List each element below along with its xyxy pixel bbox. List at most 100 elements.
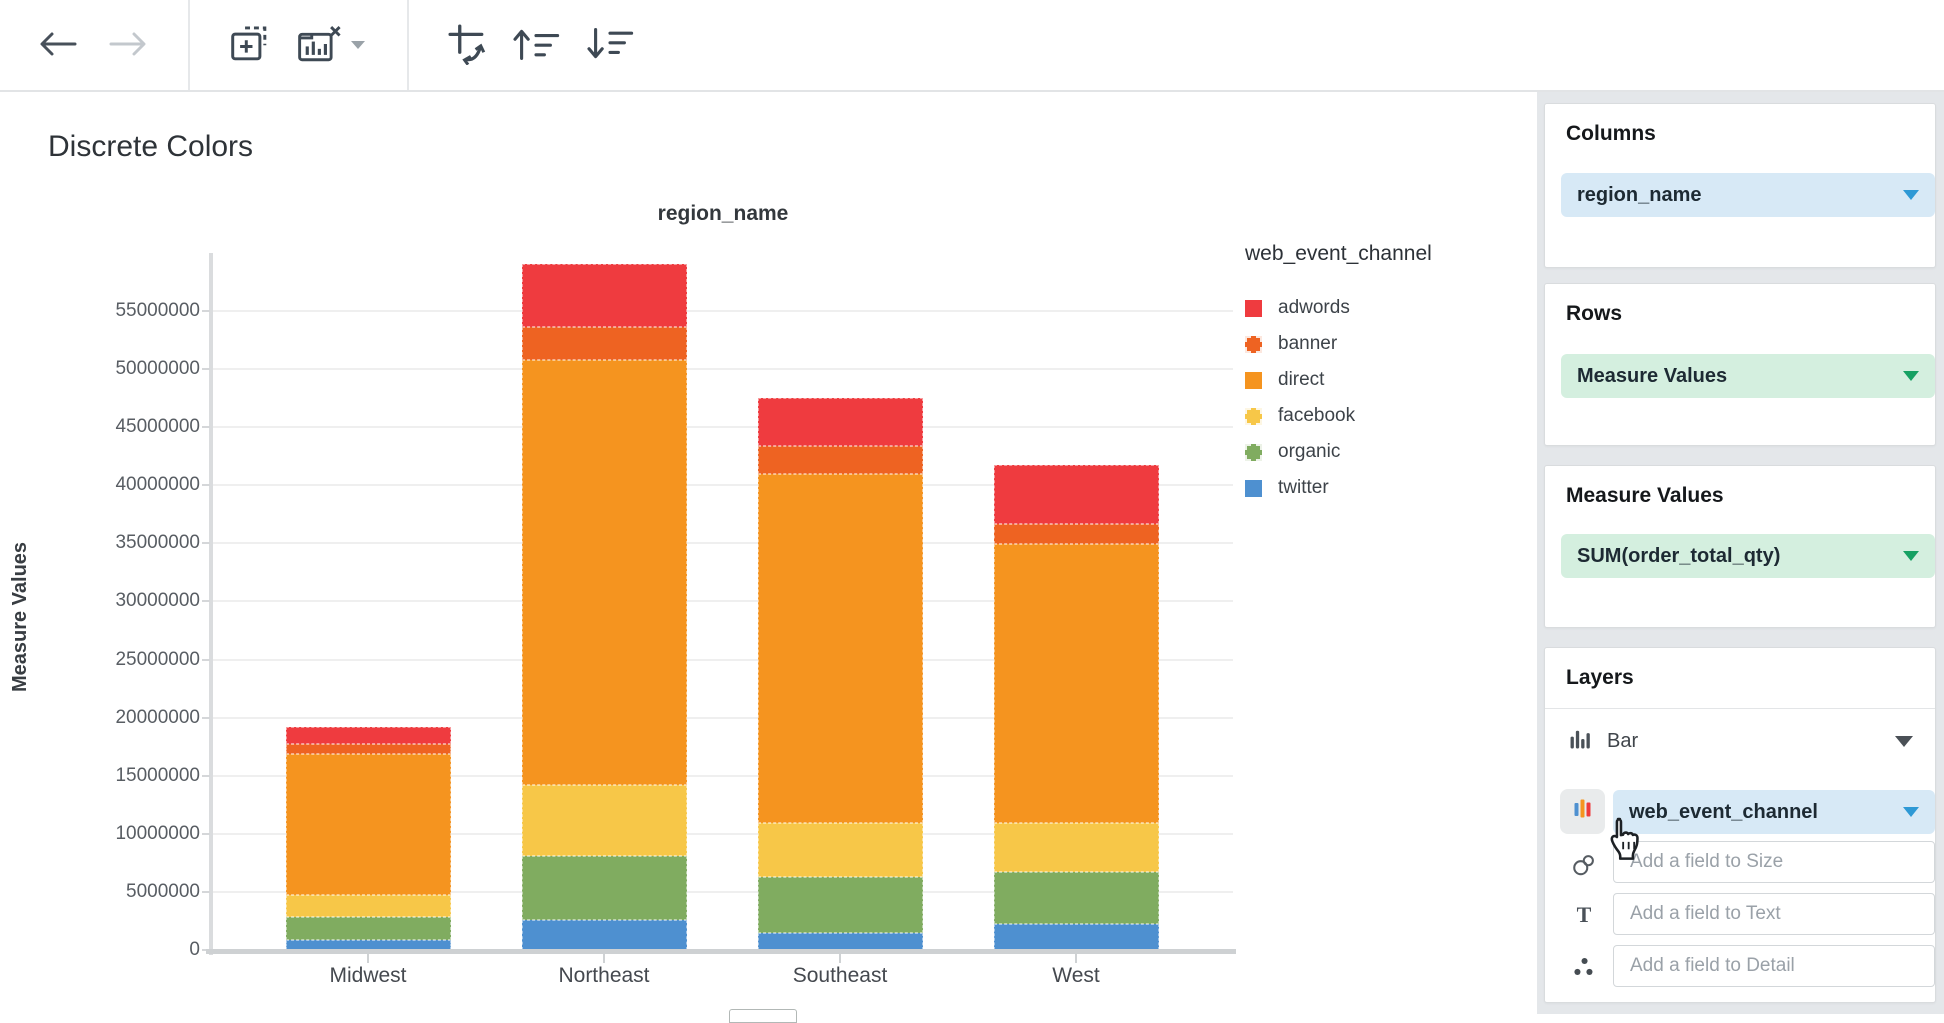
- bar-segment-facebook-west[interactable]: [993, 823, 1159, 873]
- columns-card: Columns region_name: [1544, 103, 1936, 268]
- rows-header: Rows: [1566, 302, 1623, 325]
- y-tick-label: 45000000: [115, 416, 200, 438]
- bar-segment-facebook-midwest[interactable]: [285, 895, 451, 918]
- y-tick-mark: [202, 309, 210, 312]
- legend-label: direct: [1278, 369, 1325, 390]
- legend-label: banner: [1278, 333, 1338, 354]
- divider: [1545, 708, 1935, 709]
- gridline: [213, 716, 1233, 719]
- settings-panel: Columns region_name Rows Measure Values …: [1537, 92, 1944, 1014]
- add-chart-icon: [229, 24, 271, 69]
- bar-segment-direct-northeast[interactable]: [521, 359, 687, 785]
- bar-segment-organic-west[interactable]: [993, 872, 1159, 925]
- legend-item-direct[interactable]: direct: [1245, 362, 1432, 398]
- bar-segment-banner-midwest[interactable]: [285, 744, 451, 754]
- y-tick-mark: [202, 600, 210, 603]
- chart-title: Discrete Colors: [48, 130, 254, 163]
- bar-segment-organic-southeast[interactable]: [757, 876, 923, 933]
- bar-segment-adwords-west[interactable]: [993, 465, 1159, 524]
- gridline: [213, 542, 1233, 545]
- color-role-button[interactable]: [1560, 789, 1605, 834]
- bar-segment-direct-southeast[interactable]: [757, 473, 923, 824]
- y-tick-mark: [202, 658, 210, 661]
- sort-ascending-icon: [512, 26, 560, 67]
- x-axis-title: region_name: [657, 202, 789, 225]
- bar-segment-banner-southeast[interactable]: [757, 445, 923, 474]
- svg-text:T: T: [1577, 903, 1592, 927]
- chevron-down-icon: [1903, 551, 1919, 561]
- add-chart-button[interactable]: [222, 18, 278, 74]
- back-button[interactable]: [30, 18, 86, 74]
- y-tick-label: 15000000: [115, 764, 200, 786]
- bar-segment-direct-midwest[interactable]: [285, 753, 451, 896]
- legend-title: web_event_channel: [1245, 242, 1432, 265]
- columns-header: Columns: [1566, 122, 1656, 145]
- chevron-down-icon: [1903, 371, 1919, 381]
- columns-pill-region-name[interactable]: region_name: [1561, 173, 1935, 217]
- y-tick-mark: [202, 484, 210, 487]
- bar-segment-facebook-southeast[interactable]: [757, 823, 923, 877]
- bar-segment-organic-northeast[interactable]: [521, 855, 687, 920]
- y-tick-mark: [202, 890, 210, 893]
- bar-segment-organic-midwest[interactable]: [285, 917, 451, 940]
- color-pill-web-event-channel[interactable]: web_event_channel: [1613, 790, 1935, 834]
- bar-segment-twitter-west[interactable]: [993, 924, 1159, 950]
- legend-item-adwords[interactable]: adwords: [1245, 290, 1432, 326]
- sort-descending-button[interactable]: [582, 18, 638, 74]
- detail-field-input[interactable]: [1613, 945, 1935, 987]
- y-tick-label: 55000000: [115, 299, 200, 321]
- legend-label: adwords: [1278, 297, 1350, 318]
- measure-pill-sum-order-total-qty[interactable]: SUM(order_total_qty): [1561, 534, 1935, 578]
- bar-segment-adwords-northeast[interactable]: [521, 264, 687, 328]
- forward-button[interactable]: [100, 18, 156, 74]
- measure-values-header: Measure Values: [1566, 484, 1724, 507]
- gridline: [213, 832, 1233, 835]
- toolbar-separator: [188, 0, 190, 90]
- swap-axes-button[interactable]: [440, 18, 496, 74]
- rows-card: Rows Measure Values: [1544, 283, 1936, 446]
- bar-segment-banner-northeast[interactable]: [521, 327, 687, 360]
- layer-type-selector[interactable]: Bar: [1545, 709, 1935, 773]
- toolbar: [0, 0, 1944, 92]
- text-icon: T: [1567, 898, 1601, 932]
- gridline: [213, 774, 1233, 777]
- legend-item-twitter[interactable]: twitter: [1245, 470, 1432, 506]
- bar-segment-facebook-northeast[interactable]: [521, 784, 687, 856]
- sort-ascending-button[interactable]: [508, 18, 564, 74]
- x-tick-mark: [1075, 954, 1077, 963]
- bar-segment-twitter-northeast[interactable]: [521, 919, 687, 950]
- y-tick-mark: [202, 426, 210, 429]
- x-tick-mark: [603, 954, 605, 963]
- gridline: [213, 890, 1233, 893]
- legend-item-banner[interactable]: banner: [1245, 326, 1432, 362]
- chevron-down-icon: [1903, 190, 1919, 200]
- partial-control[interactable]: [729, 1009, 797, 1023]
- bar-segment-direct-west[interactable]: [993, 544, 1159, 824]
- layers-card: Layers Bar: [1544, 647, 1936, 1003]
- gridline: [213, 658, 1233, 661]
- x-tick-label-midwest: Midwest: [329, 964, 407, 987]
- text-field-input[interactable]: [1613, 893, 1935, 935]
- layers-header: Layers: [1566, 666, 1634, 689]
- x-axis-line: [206, 949, 1236, 954]
- legend-item-organic[interactable]: organic: [1245, 434, 1432, 470]
- bar-segment-banner-west[interactable]: [993, 523, 1159, 545]
- rows-pill-measure-values[interactable]: Measure Values: [1561, 354, 1935, 398]
- bar-segment-adwords-southeast[interactable]: [757, 398, 923, 446]
- y-tick-label: 35000000: [115, 532, 200, 554]
- legend-item-facebook[interactable]: facebook: [1245, 398, 1432, 434]
- dropdown-caret-icon: [350, 37, 366, 55]
- clear-chart-button[interactable]: [292, 18, 370, 74]
- gridline: [213, 484, 1233, 487]
- gridline: [213, 426, 1233, 429]
- bar-segment-adwords-midwest[interactable]: [285, 726, 451, 745]
- measure-values-card: Measure Values SUM(order_total_qty): [1544, 465, 1936, 628]
- bar-segment-twitter-southeast[interactable]: [757, 932, 923, 950]
- back-arrow-icon: [37, 31, 79, 62]
- size-field-input[interactable]: [1613, 841, 1935, 883]
- y-tick-mark: [202, 716, 210, 719]
- legend-label: twitter: [1278, 477, 1329, 498]
- layer-type-label: Bar: [1607, 729, 1639, 752]
- y-axis-line: [209, 253, 213, 955]
- legend-swatch-facebook: [1245, 407, 1262, 425]
